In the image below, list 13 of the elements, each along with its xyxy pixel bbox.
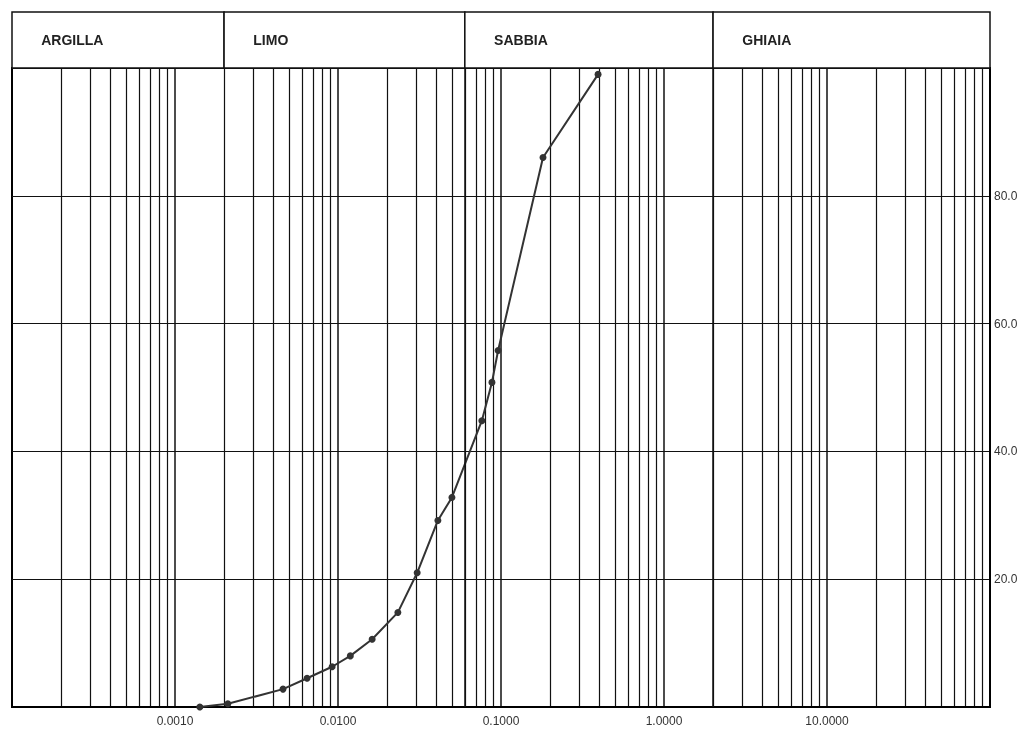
text: SABBIA — [494, 32, 548, 48]
x-tick-label: 10.0000 — [805, 714, 850, 728]
text: GHIAIA — [742, 32, 792, 48]
y-tick-label: 20.0 — [994, 572, 1018, 587]
y-tick-label: 60.0 — [994, 316, 1018, 331]
y-tick-label: 80.0 — [994, 188, 1018, 203]
x-tick-label: 0.0100 — [319, 714, 357, 728]
y-tick-label: 40.0 — [994, 444, 1018, 459]
x-tick-label: 0.0010 — [156, 714, 194, 728]
x-tick-label: 0.1000 — [482, 714, 520, 728]
x-tick-label: 1.0000 — [645, 714, 683, 728]
text: LIMO — [253, 32, 289, 48]
text: ARGILLA — [41, 32, 104, 48]
